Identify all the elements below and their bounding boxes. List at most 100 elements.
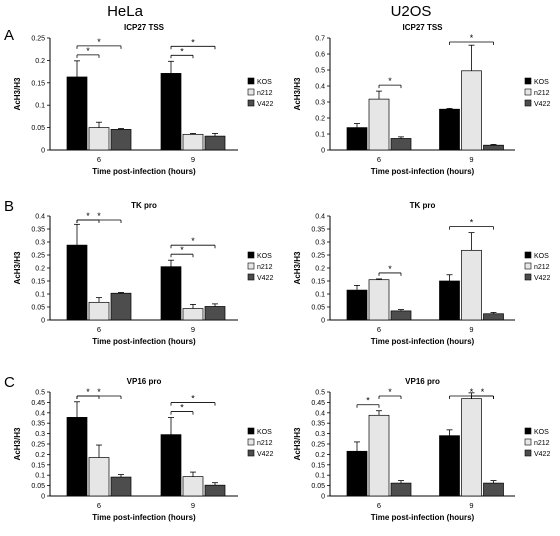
bar-n212-9 [461, 249, 482, 321]
bar-KOS-9 [160, 434, 182, 497]
bar-V422-6 [390, 482, 412, 497]
y-axis-label: AcH3/H3 [293, 427, 302, 460]
y-tick-label: 0.1 [315, 473, 325, 480]
y-tick-label: 0.25 [31, 253, 45, 260]
y-tick-label: 0.45 [311, 400, 325, 407]
significance-star: * [97, 37, 101, 47]
bar-V422-6 [110, 476, 132, 497]
legend-swatch-n212 [524, 88, 532, 96]
legend-swatch-n212 [524, 438, 532, 446]
legend-swatch-V422 [247, 99, 255, 107]
bar-KOS-9 [160, 266, 182, 321]
y-tick-label: 0 [321, 494, 325, 501]
bar-V422-9 [483, 313, 504, 321]
chart-panel-4: VP16 pro AcH3/H3 0 0.05 0.1 0.15 0.2 0.25 0.3 0.3… [13, 377, 273, 522]
x-axis-label: Time post-infection (hours) [92, 337, 196, 346]
legend-label-V422: V422 [257, 451, 273, 458]
significance-star: * [470, 218, 474, 228]
bar-n212-6 [368, 414, 390, 497]
legend-label-V422: V422 [257, 275, 273, 282]
bar-V422-6 [110, 292, 132, 321]
significance-star: * [191, 394, 195, 404]
legend-label-KOS: KOS [257, 79, 272, 86]
category-label: 6 [377, 501, 381, 510]
y-tick-label: 0.35 [31, 227, 45, 234]
legend-label-n212: n212 [257, 264, 273, 271]
y-axis-label: AcH3/H3 [293, 251, 302, 284]
chart-panel-3: TK pro AcH3/H3 0 0.05 0.1 0.15 0.2 0.25 0.3 0.35 0… [293, 201, 550, 346]
chart-title: ICP27 TSS [402, 23, 443, 32]
y-axis-label: AcH3/H3 [13, 427, 22, 460]
bar-KOS-6 [66, 76, 88, 151]
bar-n212-6 [368, 98, 390, 151]
y-tick-label: 0.15 [31, 462, 45, 469]
legend-swatch-n212 [247, 262, 255, 270]
legend-label-KOS: KOS [534, 253, 549, 260]
legend-label-V422: V422 [257, 101, 273, 108]
bar-n212-6 [368, 279, 390, 321]
y-tick-label: 0.15 [31, 80, 45, 87]
y-tick-label: 0.2 [315, 116, 325, 123]
y-axis-label: AcH3/H3 [13, 77, 22, 110]
chart-panel-5: VP16 pro AcH3/H3 0 0.05 0.1 0.15 0.2 0.25 0.3 0.3… [293, 377, 550, 522]
y-tick-label: 0.05 [31, 125, 45, 132]
row-label-c: C [4, 374, 15, 391]
y-tick-label: 0.1 [35, 103, 45, 110]
significance-star: * [481, 387, 485, 397]
legend-label-KOS: KOS [534, 429, 549, 436]
significance-star: * [366, 396, 370, 406]
chart-title: VP16 pro [405, 377, 440, 386]
y-tick-label: 0.1 [35, 473, 45, 480]
bar-V422-9 [483, 482, 504, 497]
legend-label-n212: n212 [257, 90, 273, 97]
bar-n212-9 [461, 398, 482, 497]
y-tick-label: 0.3 [315, 240, 325, 247]
chart-panel-1: ICP27 TSS AcH3/H3 0 0.1 0.2 0.3 0.4 0.5 0.6 0.7 6 9… [293, 23, 550, 176]
x-axis-label: Time post-infection (hours) [371, 337, 475, 346]
significance-star: * [388, 387, 392, 397]
bar-KOS-9 [439, 435, 460, 497]
y-tick-label: 0.5 [315, 68, 325, 75]
bar-KOS-6 [66, 244, 88, 321]
significance-star: * [97, 211, 101, 221]
y-tick-label: 0 [41, 494, 45, 501]
bar-n212-9 [182, 308, 204, 321]
legend-label-V422: V422 [534, 275, 550, 282]
category-label: 9 [191, 501, 195, 510]
significance-star: * [86, 211, 90, 221]
significance-star: * [191, 236, 195, 246]
y-tick-label: 0.15 [311, 279, 325, 286]
y-tick-label: 0.05 [311, 305, 325, 312]
significance-star: * [180, 46, 184, 56]
legend-swatch-n212 [247, 438, 255, 446]
category-label: 9 [191, 325, 195, 334]
y-tick-label: 0 [321, 318, 325, 325]
legend-swatch-KOS [524, 427, 532, 435]
y-tick-label: 0.25 [311, 442, 325, 449]
y-tick-label: 0.5 [315, 390, 325, 397]
y-tick-label: 0.2 [35, 58, 45, 65]
legend-label-KOS: KOS [534, 79, 549, 86]
bar-n212-9 [182, 476, 204, 497]
bar-V422-6 [110, 129, 132, 151]
bar-KOS-6 [66, 417, 88, 497]
y-tick-label: 0.6 [315, 52, 325, 59]
legend-swatch-V422 [524, 273, 532, 281]
legend-swatch-KOS [524, 251, 532, 259]
bar-KOS-6 [346, 289, 368, 321]
category-label: 9 [469, 501, 473, 510]
significance-star: * [388, 76, 392, 86]
y-tick-label: 0.1 [315, 292, 325, 299]
bar-KOS-6 [346, 450, 368, 497]
significance-star: * [97, 387, 101, 397]
significance-star: * [180, 403, 184, 413]
x-axis-label: Time post-infection (hours) [371, 167, 475, 176]
y-tick-label: 0.05 [311, 483, 325, 490]
legend-swatch-KOS [524, 77, 532, 85]
bar-KOS-6 [346, 127, 368, 151]
legend-swatch-n212 [247, 88, 255, 96]
y-tick-label: 0 [321, 148, 325, 155]
column-title-hela: HeLa [107, 3, 144, 20]
y-tick-label: 0.7 [315, 36, 325, 43]
legend-swatch-V422 [247, 449, 255, 457]
